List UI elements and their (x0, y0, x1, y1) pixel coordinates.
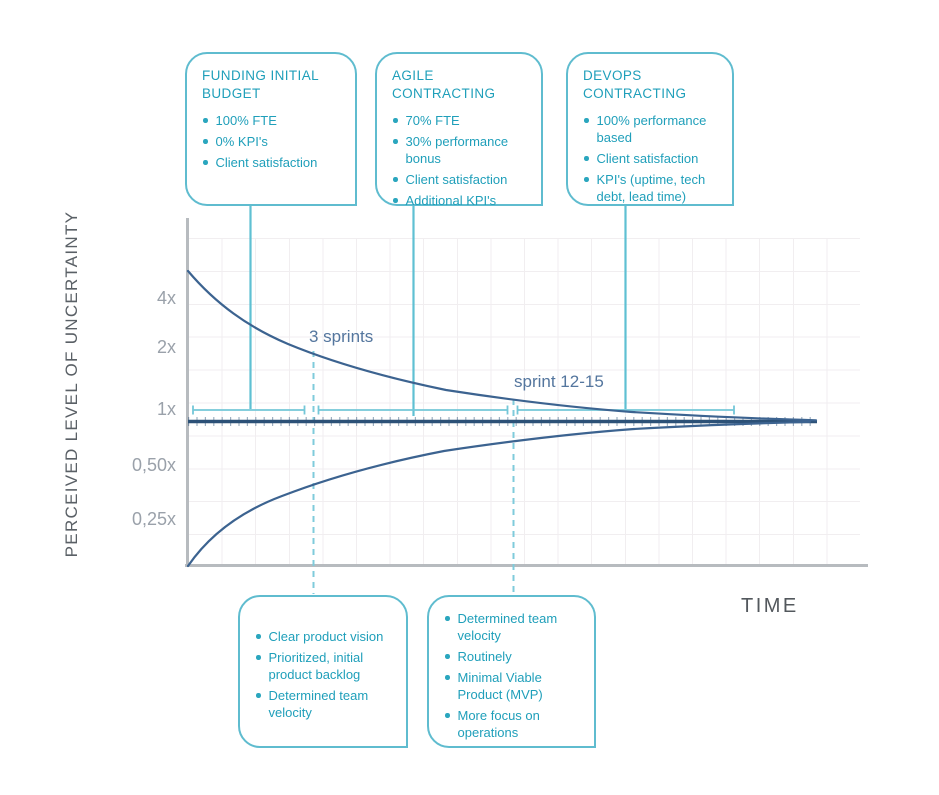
bullet-text: Clear product vision (268, 629, 384, 644)
plot-grid (188, 238, 860, 567)
bullet-dot-icon (584, 156, 589, 161)
bullet-dot-icon (584, 118, 589, 123)
bullet-item: 100% FTE (203, 112, 342, 129)
y-tick-1x: 1x (156, 399, 176, 419)
bullet-text: Client satisfaction (596, 151, 699, 166)
bullet-item: Client satisfaction (203, 154, 342, 171)
bullet-text: Additional KPI's (405, 193, 497, 208)
bullet-dot-icon (256, 693, 261, 698)
bullet-dot-icon (203, 118, 208, 123)
callout-bullet-list: 100% FTE 0% KPI's Client satisfaction (201, 112, 342, 171)
bullet-item: 30% performance bonus (393, 133, 528, 167)
callout-product-vision: Clear product vision Prioritized, initial… (238, 595, 408, 748)
bullet-item: Clear product vision (256, 628, 393, 645)
callout-bullet-list: Determined team velocity Routinely Minimal… (443, 610, 581, 741)
bullet-item: Routinely (445, 648, 581, 665)
y-tick-4x: 4x (156, 288, 176, 308)
x-axis-title: TIME (741, 595, 799, 617)
callout-agile-contracting: AGILE CONTRACTING 70% FTE 30% performance… (375, 52, 543, 209)
callout-title: FUNDING INITIAL BUDGET (202, 68, 320, 101)
bullet-dot-icon (256, 634, 261, 639)
y-tick-050x: 0,50x (131, 455, 176, 475)
bullet-text: Routinely (457, 649, 512, 664)
bullet-dot-icon (584, 177, 589, 182)
callout-team-velocity: Determined team velocity Routinely Minimal… (427, 595, 596, 748)
bullet-text: Determined team velocity (268, 688, 369, 720)
bullet-text: 100% FTE (215, 113, 277, 128)
bullet-text: KPI's (uptime, tech debt, lead time) (596, 172, 706, 204)
bullet-dot-icon (203, 139, 208, 144)
bullet-text: Prioritized, initial product backlog (268, 650, 364, 682)
annotation-3-sprints: 3 sprints (309, 327, 374, 346)
bullet-item: Client satisfaction (584, 150, 719, 167)
x-axis-line (185, 564, 868, 567)
bullet-item: Client satisfaction (393, 171, 528, 188)
bullet-item: 100% performance based (584, 112, 719, 146)
bullet-item: More focus on operations (445, 707, 581, 741)
callout-title: AGILE CONTRACTING (392, 68, 496, 101)
callout-funding-initial-budget: FUNDING INITIAL BUDGET 100% FTE 0% KPI's C… (185, 52, 357, 206)
bullet-dot-icon (203, 160, 208, 165)
bullet-dot-icon (393, 177, 398, 182)
bullet-text: Determined team velocity (457, 611, 558, 643)
bullet-item: Additional KPI's (393, 192, 528, 209)
bullet-text: 100% performance based (596, 113, 707, 145)
bullet-dot-icon (445, 616, 450, 621)
callout-devops-contracting: DEVOPS CONTRACTING 100% performance base… (566, 52, 734, 206)
bullet-dot-icon (393, 118, 398, 123)
callout-bullet-list: 70% FTE 30% performance bonus Client satis… (391, 112, 528, 209)
callout-title: DEVOPS CONTRACTING (583, 68, 687, 101)
bullet-dot-icon (393, 139, 398, 144)
bullet-item: Prioritized, initial product backlog (256, 649, 393, 683)
y-tick-2x: 2x (156, 337, 176, 357)
bullet-text: Client satisfaction (215, 155, 318, 170)
y-axis-line (186, 218, 189, 567)
bullet-dot-icon (445, 713, 450, 718)
y-axis-title: PERCEIVED LEVEL OF UNCERTAINTY (62, 210, 81, 558)
bullet-item: 0% KPI's (203, 133, 342, 150)
bullet-dot-icon (445, 675, 450, 680)
bullet-item: 70% FTE (393, 112, 528, 129)
bullet-item: Minimal Viable Product (MVP) (445, 669, 581, 703)
callout-bullet-list: 100% performance based Client satisfactio… (582, 112, 719, 205)
bullet-text: 70% FTE (405, 113, 460, 128)
bullet-item: KPI's (uptime, tech debt, lead time) (584, 171, 719, 205)
callout-bullet-list: Clear product vision Prioritized, initial… (254, 628, 393, 721)
bullet-text: Minimal Viable Product (MVP) (457, 670, 543, 702)
bullet-text: 0% KPI's (215, 134, 268, 149)
bullet-text: 30% performance bonus (405, 134, 509, 166)
annotation-sprint-12-15: sprint 12-15 (514, 372, 604, 391)
bullet-text: More focus on operations (457, 708, 540, 740)
bullet-dot-icon (256, 655, 261, 660)
y-tick-025x: 0,25x (131, 509, 176, 529)
bullet-item: Determined team velocity (256, 687, 393, 721)
bullet-item: Determined team velocity (445, 610, 581, 644)
bullet-dot-icon (393, 198, 398, 203)
bullet-text: Client satisfaction (405, 172, 508, 187)
bullet-dot-icon (445, 654, 450, 659)
